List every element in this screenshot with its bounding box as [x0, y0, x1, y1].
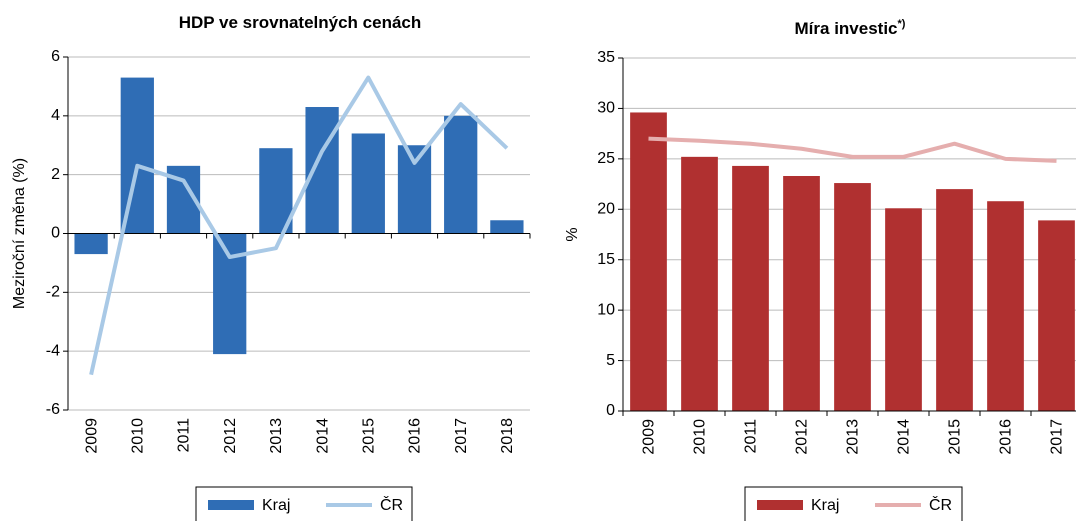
- bar: [397, 145, 432, 234]
- bar: [213, 233, 247, 355]
- legend-label: ČR: [929, 495, 952, 514]
- y-tick-label: 0: [51, 225, 60, 242]
- x-tick-label: 2010: [130, 418, 147, 454]
- line: [89, 75, 509, 376]
- line: [648, 136, 1057, 163]
- chart-title-sup: *): [898, 18, 906, 30]
- x-tick-label: 2011: [176, 418, 193, 453]
- bar: [936, 189, 973, 411]
- chart-title-text: HDP ve srovnatelných cenách: [179, 13, 422, 32]
- x-tick-label: 2015: [947, 419, 964, 455]
- x-tick-label: 2018: [499, 418, 516, 454]
- y-tick-label: -2: [46, 284, 60, 301]
- x-tick-label: 2010: [692, 419, 709, 455]
- bar: [444, 115, 478, 234]
- y-tick-label: 0: [606, 402, 615, 419]
- chart-title: Míra investic*): [795, 18, 906, 39]
- bar: [351, 133, 385, 234]
- x-tick-label: 2012: [794, 419, 811, 455]
- bar: [259, 148, 293, 234]
- bar: [987, 201, 1024, 411]
- y-axis-label: %: [564, 227, 581, 241]
- x-tick-label: 2017: [1049, 419, 1066, 455]
- bar: [783, 176, 820, 411]
- y-tick-label: 6: [51, 48, 60, 65]
- legend-swatch: [208, 500, 254, 510]
- y-tick-label: 5: [606, 352, 615, 369]
- chart-title: HDP ve srovnatelných cenách: [179, 13, 422, 32]
- x-tick-label: 2013: [268, 418, 285, 454]
- x-tick-label: 2011: [743, 419, 760, 454]
- x-tick-label: 2017: [453, 418, 470, 454]
- bar: [630, 112, 667, 411]
- legend-label: ČR: [380, 495, 403, 514]
- bar: [490, 220, 524, 234]
- legend-swatch: [757, 500, 803, 510]
- y-tick-label: 25: [597, 150, 615, 167]
- y-tick-label: 10: [597, 301, 615, 318]
- x-tick-label: 2009: [641, 419, 658, 455]
- y-tick-label: 4: [51, 107, 60, 124]
- y-tick-label: 15: [597, 251, 615, 268]
- y-tick-label: 20: [597, 201, 615, 218]
- bar: [305, 107, 339, 234]
- y-tick-label: 2: [51, 166, 60, 183]
- legend-label: Kraj: [262, 497, 290, 514]
- bar: [834, 183, 871, 411]
- x-tick-label: 2015: [361, 418, 378, 454]
- x-tick-label: 2016: [998, 419, 1015, 455]
- x-tick-label: 2013: [845, 419, 862, 455]
- bar: [1038, 220, 1075, 411]
- x-tick-label: 2014: [314, 418, 331, 454]
- chart-title-text: Míra investic: [795, 19, 898, 38]
- y-axis-label: Meziroční změna (%): [11, 158, 28, 309]
- y-tick-label: 35: [597, 49, 615, 66]
- y-tick-label: -4: [46, 342, 60, 359]
- bar: [732, 165, 769, 411]
- bar: [681, 156, 718, 411]
- y-tick-label: 30: [597, 100, 615, 117]
- x-tick-label: 2009: [83, 418, 100, 454]
- bar: [885, 208, 922, 411]
- bar: [74, 233, 108, 255]
- x-tick-label: 2012: [222, 418, 239, 454]
- y-tick-label: -6: [46, 401, 60, 418]
- legend-label: Kraj: [811, 497, 839, 514]
- x-tick-label: 2016: [407, 418, 424, 454]
- x-tick-label: 2014: [896, 419, 913, 455]
